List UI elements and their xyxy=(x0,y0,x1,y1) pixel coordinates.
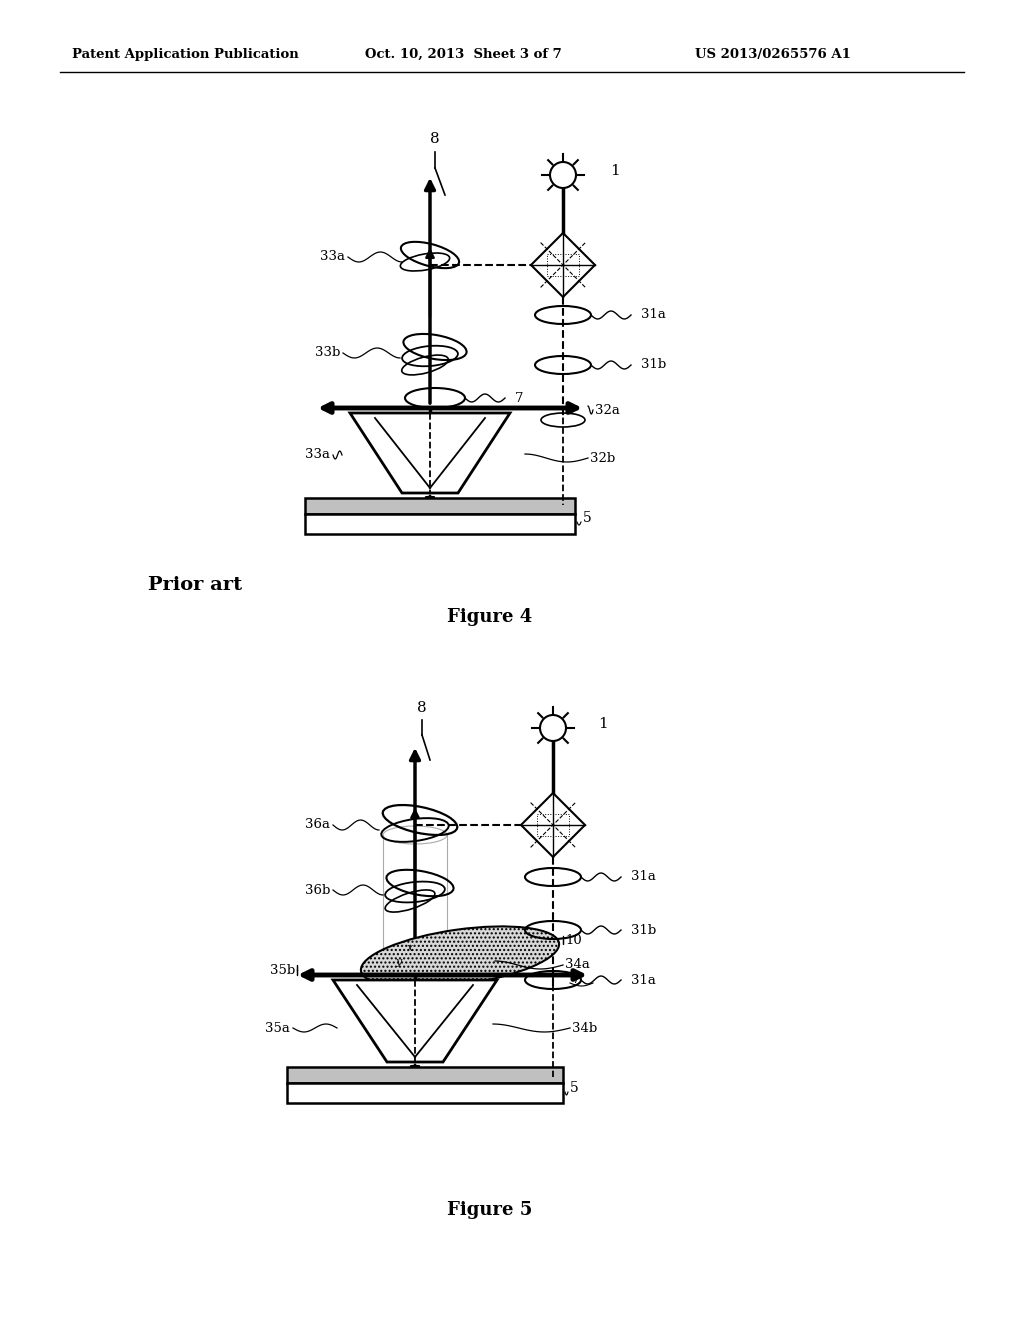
Text: 1: 1 xyxy=(610,164,620,178)
Bar xyxy=(537,814,569,836)
Text: 31a: 31a xyxy=(641,309,666,322)
Text: Figure 4: Figure 4 xyxy=(447,609,532,626)
Text: 10: 10 xyxy=(565,933,582,946)
Text: 33a: 33a xyxy=(319,251,345,264)
Text: y: y xyxy=(395,957,401,968)
Text: 32a: 32a xyxy=(595,404,620,417)
Bar xyxy=(287,1067,563,1082)
Text: 33a: 33a xyxy=(305,449,330,462)
Text: 5: 5 xyxy=(583,511,592,525)
Text: 31b: 31b xyxy=(631,924,656,936)
Ellipse shape xyxy=(360,927,559,987)
Text: 36b: 36b xyxy=(304,883,330,896)
Bar xyxy=(305,513,575,535)
Polygon shape xyxy=(531,234,595,297)
Text: 7: 7 xyxy=(515,392,523,404)
Text: 35a: 35a xyxy=(265,1022,290,1035)
Text: 31a: 31a xyxy=(631,974,656,986)
Text: 35b: 35b xyxy=(269,964,295,977)
Text: Oct. 10, 2013  Sheet 3 of 7: Oct. 10, 2013 Sheet 3 of 7 xyxy=(365,48,562,61)
Polygon shape xyxy=(350,413,510,492)
Text: 31b: 31b xyxy=(641,359,667,371)
Text: 32b: 32b xyxy=(590,451,615,465)
Text: 5: 5 xyxy=(570,1081,579,1096)
Text: 7: 7 xyxy=(572,972,581,986)
Text: 34b: 34b xyxy=(572,1022,597,1035)
Polygon shape xyxy=(521,793,585,857)
Polygon shape xyxy=(333,979,497,1063)
Text: x: x xyxy=(407,942,414,953)
Bar xyxy=(305,498,575,513)
Bar xyxy=(547,253,579,276)
Text: US 2013/0265576 A1: US 2013/0265576 A1 xyxy=(695,48,851,61)
Bar xyxy=(287,1082,563,1104)
Text: 8: 8 xyxy=(417,701,427,715)
Text: 31a: 31a xyxy=(631,870,656,883)
Text: 34a: 34a xyxy=(565,958,590,972)
Text: 33b: 33b xyxy=(314,346,340,359)
Text: Patent Application Publication: Patent Application Publication xyxy=(72,48,299,61)
Text: Figure 5: Figure 5 xyxy=(447,1201,532,1218)
Text: 36a: 36a xyxy=(305,818,330,832)
Text: 1: 1 xyxy=(598,717,608,731)
Text: 8: 8 xyxy=(430,132,440,147)
Text: Prior art: Prior art xyxy=(148,576,242,594)
